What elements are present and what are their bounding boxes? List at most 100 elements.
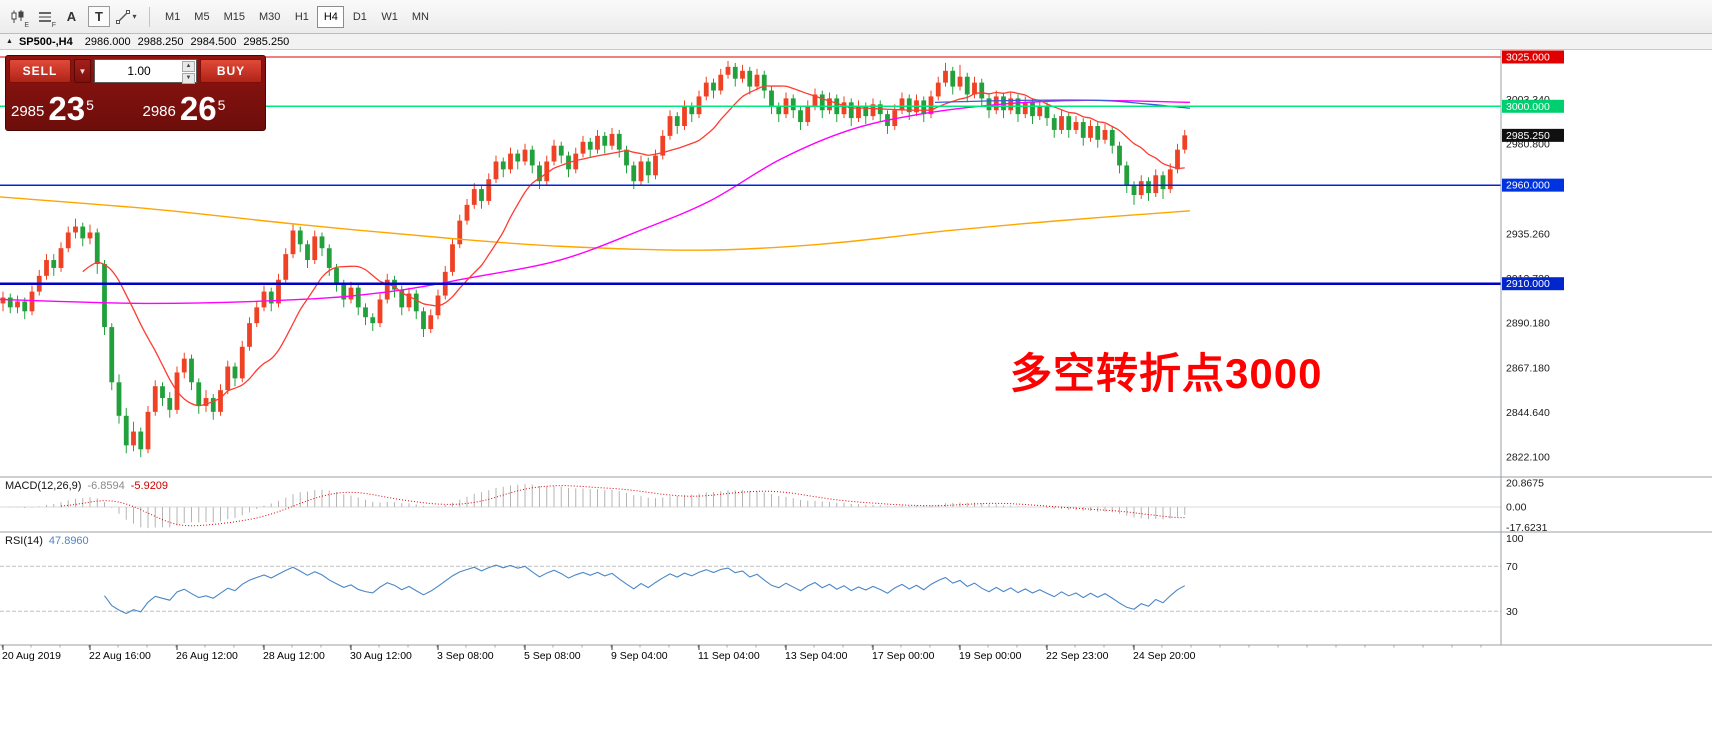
- sell-price-pips: 23: [48, 90, 86, 127]
- candle-body: [740, 70, 745, 79]
- volume-input[interactable]: [94, 59, 197, 83]
- timeframe-button-d1[interactable]: D1: [346, 6, 373, 28]
- candle-body: [950, 70, 956, 87]
- buy-button[interactable]: BUY: [200, 59, 262, 83]
- candle-body: [1175, 149, 1180, 170]
- candle-body: [479, 189, 484, 201]
- candle-body: [645, 161, 651, 176]
- candle-body: [102, 263, 107, 328]
- volume-down-button[interactable]: ▼: [182, 73, 195, 84]
- candle-body: [261, 291, 267, 308]
- price-label-text: 3000.000: [1506, 101, 1550, 113]
- candle-body: [667, 116, 673, 136]
- candle-body: [232, 366, 238, 379]
- candle-body: [1037, 106, 1043, 117]
- candle-body: [1124, 165, 1130, 186]
- candle-body: [500, 161, 506, 170]
- candle-body: [1138, 181, 1144, 195]
- sell-quote-button[interactable]: 2985 23 5: [11, 83, 129, 127]
- candle-body: [181, 358, 187, 373]
- candle-body: [515, 153, 521, 162]
- candle-body: [921, 100, 927, 115]
- macd-signal-value: -5.9209: [130, 480, 169, 492]
- timeframe-button-m30[interactable]: M30: [253, 6, 286, 28]
- candle-body: [268, 291, 274, 304]
- candle-body: [283, 254, 289, 280]
- volume-up-button[interactable]: ▲: [182, 61, 195, 72]
- time-axis-label: 13 Sep 04:00: [785, 650, 848, 662]
- time-axis-label: 11 Sep 04:00: [698, 650, 760, 662]
- rsi-title: RSI(14): [5, 535, 43, 547]
- timeframe-button-m5[interactable]: M5: [188, 6, 215, 28]
- candle-body: [508, 153, 513, 170]
- price-label-text: 2985.250: [1506, 130, 1550, 142]
- timeframe-button-w1[interactable]: W1: [375, 6, 404, 28]
- candle-body: [450, 244, 455, 272]
- candle-body: [145, 411, 151, 450]
- candle-body: [631, 165, 637, 182]
- buy-price-prefix: 2986: [142, 103, 176, 120]
- candle-body: [798, 110, 803, 123]
- candle-body: [972, 82, 977, 95]
- candle-body: [94, 232, 100, 264]
- timeframe-button-m15[interactable]: M15: [218, 6, 251, 28]
- candle-body: [428, 315, 434, 330]
- candle-body: [58, 248, 64, 268]
- chart-collapse-icon[interactable]: ▲: [6, 38, 13, 45]
- candle-body: [225, 366, 231, 391]
- buy-quote-button[interactable]: 2986 26 5: [129, 83, 261, 127]
- text-tool-button[interactable]: T: [88, 6, 110, 27]
- candle-body: [696, 96, 702, 115]
- candle-body: [1022, 102, 1028, 115]
- candle-body: [406, 293, 412, 308]
- candle-body: [812, 94, 818, 107]
- price-tick-label: 2935.260: [1506, 228, 1550, 240]
- timeframe-button-h1[interactable]: H1: [288, 6, 315, 28]
- volume-dropdown-button[interactable]: ▼: [74, 59, 91, 83]
- candle-body: [116, 382, 122, 416]
- candle-body: [906, 98, 912, 113]
- candle-body: [312, 236, 318, 261]
- candle-body: [290, 230, 296, 255]
- indicators-button[interactable]: F: [31, 4, 58, 29]
- trendline-icon: [116, 9, 131, 24]
- candle-body: [239, 346, 245, 379]
- candle-body: [131, 431, 136, 446]
- candle-body: [80, 226, 86, 239]
- candle-body: [1073, 122, 1079, 130]
- line-tools-button[interactable]: ▾: [113, 4, 140, 29]
- candle-body: [863, 106, 869, 117]
- hotkey-label: E: [24, 22, 29, 29]
- dropdown-caret-icon: ▾: [132, 12, 137, 21]
- rsi-layer: [0, 564, 1501, 615]
- candle-body: [334, 267, 339, 284]
- chart-style-button[interactable]: E: [4, 4, 31, 29]
- candle-body: [819, 94, 825, 111]
- price-tick-label: 2822.100: [1506, 451, 1550, 463]
- chart-text-annotation[interactable]: 多空转折点3000: [1010, 350, 1323, 397]
- candle-body: [457, 220, 463, 245]
- candle-body: [754, 74, 760, 87]
- chart-canvas[interactable]: 3003.3402980.8002935.2602912.7202890.180…: [0, 50, 1712, 729]
- symbol-timeframe-label: SP500-,H4: [18, 35, 73, 48]
- candle-body: [370, 317, 376, 324]
- price-label-badge: [1502, 99, 1564, 113]
- candle-body: [1066, 116, 1072, 130]
- rsi-header: RSI(14) 47.8960: [5, 535, 89, 547]
- time-axis-label: 30 Aug 12:00: [350, 650, 412, 662]
- candle-body: [87, 232, 93, 239]
- timeframe-button-h4[interactable]: H4: [317, 5, 345, 28]
- candle-body: [928, 96, 934, 115]
- annotation-tool-button[interactable]: A: [58, 4, 85, 29]
- time-axis-label: 26 Aug 12:00: [176, 650, 238, 662]
- price-label-text: 2960.000: [1506, 180, 1550, 192]
- candle-body: [1167, 169, 1173, 190]
- candle-body: [471, 189, 477, 205]
- buy-price-fraction: 5: [217, 97, 226, 113]
- sell-button[interactable]: SELL: [9, 59, 71, 83]
- macd-axis-label: 20.8675: [1506, 478, 1544, 490]
- timeframe-button-mn[interactable]: MN: [406, 6, 435, 28]
- high-value: 2988.250: [137, 35, 184, 48]
- candle-body: [29, 291, 35, 312]
- timeframe-button-m1[interactable]: M1: [159, 6, 186, 28]
